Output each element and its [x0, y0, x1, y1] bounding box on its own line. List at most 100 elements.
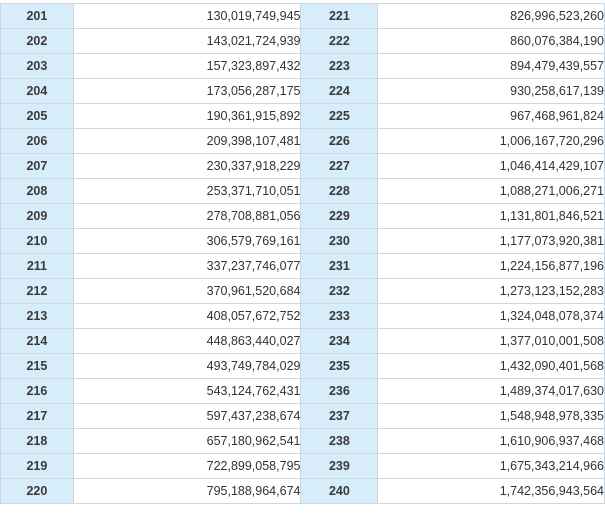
level-cell: 204: [0, 78, 74, 104]
level-cell: 214: [0, 328, 74, 354]
table-row: 202 143,021,724,939 222 860,076,384,190: [0, 28, 605, 54]
value-cell: 306,579,769,161: [72, 228, 302, 254]
level-cell: 222: [300, 28, 379, 54]
level-cell: 218: [0, 428, 74, 454]
table-row: 213 408,057,672,752 233 1,324,048,078,374: [0, 303, 605, 329]
table-row: 206 209,398,107,481 226 1,006,167,720,296: [0, 128, 605, 154]
value-cell: 1,273,123,152,283: [377, 278, 605, 304]
level-cell: 231: [300, 253, 379, 279]
table-body: 201 130,019,749,945 221 826,996,523,260 202 1…: [0, 3, 605, 504]
level-cell: 209: [0, 203, 74, 229]
value-cell: 337,237,746,077: [72, 253, 302, 279]
level-cell: 205: [0, 103, 74, 129]
value-cell: 1,224,156,877,196: [377, 253, 605, 279]
level-cell: 227: [300, 153, 379, 179]
level-cell: 208: [0, 178, 74, 204]
table-row: 216 543,124,762,431 236 1,489,374,017,630: [0, 378, 605, 404]
value-cell: 130,019,749,945: [72, 3, 302, 29]
table-row: 214 448,863,440,027 234 1,377,010,001,508: [0, 328, 605, 354]
level-cell: 210: [0, 228, 74, 254]
level-value-table: 201 130,019,749,945 221 826,996,523,260 202 1…: [0, 3, 605, 504]
level-cell: 207: [0, 153, 74, 179]
level-cell: 202: [0, 28, 74, 54]
value-cell: 1,088,271,006,271: [377, 178, 605, 204]
table-row: 207 230,337,918,229 227 1,046,414,429,107: [0, 153, 605, 179]
level-cell: 226: [300, 128, 379, 154]
level-cell: 229: [300, 203, 379, 229]
level-cell: 230: [300, 228, 379, 254]
value-cell: 1,006,167,720,296: [377, 128, 605, 154]
value-cell: 657,180,962,541: [72, 428, 302, 454]
value-cell: 173,056,287,175: [72, 78, 302, 104]
value-cell: 894,479,439,557: [377, 53, 605, 79]
level-cell: 211: [0, 253, 74, 279]
level-cell: 223: [300, 53, 379, 79]
value-cell: 143,021,724,939: [72, 28, 302, 54]
level-cell: 212: [0, 278, 74, 304]
table-row: 210 306,579,769,161 230 1,177,073,920,381: [0, 228, 605, 254]
level-cell: 238: [300, 428, 379, 454]
value-cell: 370,961,520,684: [72, 278, 302, 304]
table-row: 211 337,237,746,077 231 1,224,156,877,196: [0, 253, 605, 279]
table-row: 203 157,323,897,432 223 894,479,439,557: [0, 53, 605, 79]
value-cell: 1,131,801,846,521: [377, 203, 605, 229]
value-cell: 860,076,384,190: [377, 28, 605, 54]
value-cell: 795,188,964,674: [72, 478, 302, 504]
value-cell: 209,398,107,481: [72, 128, 302, 154]
level-cell: 206: [0, 128, 74, 154]
table-row: 204 173,056,287,175 224 930,258,617,139: [0, 78, 605, 104]
table-row: 201 130,019,749,945 221 826,996,523,260: [0, 3, 605, 29]
value-cell: 253,371,710,051: [72, 178, 302, 204]
level-cell: 217: [0, 403, 74, 429]
level-cell: 235: [300, 353, 379, 379]
value-cell: 1,548,948,978,335: [377, 403, 605, 429]
level-cell: 215: [0, 353, 74, 379]
level-cell: 236: [300, 378, 379, 404]
value-cell: 190,361,915,892: [72, 103, 302, 129]
value-cell: 1,046,414,429,107: [377, 153, 605, 179]
level-cell: 237: [300, 403, 379, 429]
value-cell: 1,675,343,214,966: [377, 453, 605, 479]
level-cell: 203: [0, 53, 74, 79]
level-cell: 213: [0, 303, 74, 329]
table-row: 209 278,708,881,056 229 1,131,801,846,521: [0, 203, 605, 229]
table-row: 205 190,361,915,892 225 967,468,961,824: [0, 103, 605, 129]
table-row: 215 493,749,784,029 235 1,432,090,401,568: [0, 353, 605, 379]
value-cell: 278,708,881,056: [72, 203, 302, 229]
value-cell: 1,177,073,920,381: [377, 228, 605, 254]
value-cell: 1,377,010,001,508: [377, 328, 605, 354]
value-cell: 1,610,906,937,468: [377, 428, 605, 454]
level-cell: 201: [0, 3, 74, 29]
value-cell: 157,323,897,432: [72, 53, 302, 79]
level-cell: 219: [0, 453, 74, 479]
value-cell: 826,996,523,260: [377, 3, 605, 29]
value-cell: 930,258,617,139: [377, 78, 605, 104]
table-row: 208 253,371,710,051 228 1,088,271,006,271: [0, 178, 605, 204]
level-cell: 233: [300, 303, 379, 329]
level-cell: 232: [300, 278, 379, 304]
table-row: 220 795,188,964,674 240 1,742,356,943,564: [0, 478, 605, 504]
level-cell: 221: [300, 3, 379, 29]
value-cell: 448,863,440,027: [72, 328, 302, 354]
value-cell: 1,489,374,017,630: [377, 378, 605, 404]
value-cell: 722,899,058,795: [72, 453, 302, 479]
level-cell: 240: [300, 478, 379, 504]
level-cell: 216: [0, 378, 74, 404]
level-cell: 225: [300, 103, 379, 129]
value-cell: 1,324,048,078,374: [377, 303, 605, 329]
value-cell: 597,437,238,674: [72, 403, 302, 429]
value-cell: 1,432,090,401,568: [377, 353, 605, 379]
table-row: 217 597,437,238,674 237 1,548,948,978,335: [0, 403, 605, 429]
level-cell: 224: [300, 78, 379, 104]
level-cell: 228: [300, 178, 379, 204]
value-cell: 493,749,784,029: [72, 353, 302, 379]
table-row: 218 657,180,962,541 238 1,610,906,937,468: [0, 428, 605, 454]
level-cell: 220: [0, 478, 74, 504]
value-cell: 408,057,672,752: [72, 303, 302, 329]
table-row: 212 370,961,520,684 232 1,273,123,152,283: [0, 278, 605, 304]
level-cell: 239: [300, 453, 379, 479]
value-cell: 967,468,961,824: [377, 103, 605, 129]
table-row: 219 722,899,058,795 239 1,675,343,214,966: [0, 453, 605, 479]
value-cell: 230,337,918,229: [72, 153, 302, 179]
value-cell: 543,124,762,431: [72, 378, 302, 404]
